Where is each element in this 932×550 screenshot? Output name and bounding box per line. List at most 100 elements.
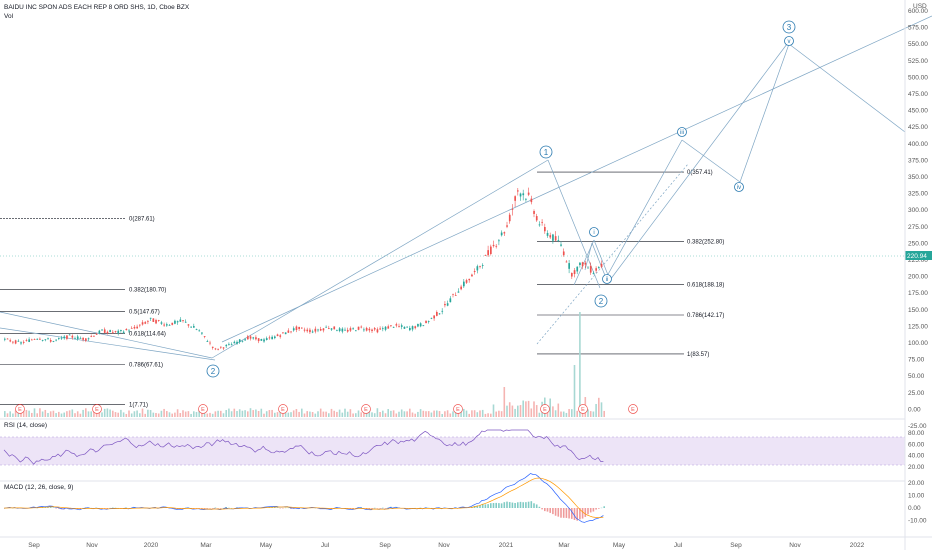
volume-bar xyxy=(25,409,28,417)
candle-body xyxy=(355,330,357,332)
candle-body xyxy=(306,329,309,332)
volume-bar xyxy=(511,405,514,417)
earnings-marker xyxy=(578,404,588,414)
wave-line xyxy=(591,242,607,279)
volume-bar xyxy=(500,411,503,417)
volume-bar xyxy=(149,410,152,417)
candle-body xyxy=(236,341,238,344)
x-tick-label: Mar xyxy=(200,542,212,549)
volume-bar xyxy=(152,412,155,417)
y-tick-label: -25.00 xyxy=(908,423,927,430)
volume-bar xyxy=(282,413,284,417)
volume-bar xyxy=(322,411,325,417)
candle-body xyxy=(409,327,411,331)
candles xyxy=(4,187,603,351)
volume-bar xyxy=(247,411,249,417)
volume-bar xyxy=(117,412,119,417)
macd-histogram-bar xyxy=(484,504,487,508)
x-tick-label: May xyxy=(613,542,626,549)
y-tick-label: 500.00 xyxy=(908,74,928,81)
macd-histogram-bar xyxy=(568,508,570,519)
candle-body xyxy=(9,340,12,342)
y-tick-label: 600.00 xyxy=(908,8,928,15)
candle-body xyxy=(517,190,519,192)
candle-body xyxy=(525,198,527,200)
volume-bar xyxy=(452,411,454,417)
y-tick-label: 525.00 xyxy=(908,58,928,65)
trend-lines xyxy=(0,15,932,361)
candle-body xyxy=(93,335,95,337)
volume-bar xyxy=(589,411,592,417)
candle-body xyxy=(284,332,287,335)
candle-body xyxy=(268,337,271,339)
candle-body xyxy=(276,334,279,337)
volume-bar xyxy=(193,411,195,417)
volume-bar xyxy=(292,410,295,417)
y-tick-label: 25.00 xyxy=(908,390,925,397)
fib-right-label: 0(357.41) xyxy=(687,170,713,176)
candle-body xyxy=(182,320,184,321)
candle-body xyxy=(225,345,228,347)
volume-bar xyxy=(303,413,306,417)
candle-body xyxy=(220,346,222,348)
candle-body xyxy=(598,267,600,269)
candle-body xyxy=(187,324,190,326)
candle-body xyxy=(160,322,163,324)
volume-bar xyxy=(376,408,379,417)
macd-histogram-bar xyxy=(500,503,503,508)
macd-histogram-bar xyxy=(589,508,592,513)
volume-bar xyxy=(147,409,149,417)
volume-bar xyxy=(479,410,481,417)
volume-bar xyxy=(317,411,319,417)
macd-histogram-bar xyxy=(481,503,484,508)
volume-bar xyxy=(79,413,82,417)
x-tick-label: Sep xyxy=(730,542,742,549)
macd-histogram-bar xyxy=(522,502,524,508)
volume-bar xyxy=(382,410,384,417)
wave-line xyxy=(605,139,683,279)
macd-histogram-bar xyxy=(587,508,589,515)
candle-body xyxy=(198,330,201,332)
candle-body xyxy=(363,329,365,331)
macd-histogram-bar xyxy=(174,508,176,509)
candle-body xyxy=(249,336,252,339)
volume-bar xyxy=(263,413,265,417)
candle-body xyxy=(190,326,192,328)
wave-line xyxy=(609,39,791,281)
volume-bar xyxy=(333,410,335,417)
candle-body xyxy=(490,246,492,255)
candle-body xyxy=(274,336,276,339)
volume-bar xyxy=(425,411,427,417)
x-tick-label: 2020 xyxy=(144,542,159,549)
volume-bar xyxy=(195,411,198,417)
y-tick-label: 50.00 xyxy=(908,373,925,380)
macd-histogram-bar xyxy=(541,508,543,510)
macd-histogram-bar xyxy=(352,508,354,509)
wave-v-label: v xyxy=(788,39,791,45)
macd-tick-label: 20.00 xyxy=(908,480,925,487)
channel-upper-line xyxy=(221,15,932,343)
volume-bar xyxy=(438,411,441,417)
volume-bar xyxy=(287,412,290,417)
fib-right-label: 1(83.57) xyxy=(687,352,709,358)
candle-body xyxy=(330,328,333,330)
volume-bar xyxy=(406,411,408,417)
macd-histogram-bar xyxy=(514,502,516,508)
volume-bar xyxy=(130,413,133,417)
rsi-series xyxy=(3,429,604,465)
time-axis[interactable]: Sep Nov 2020 Mar May Jul Sep Nov 2021 Mar May Jul Se… xyxy=(28,542,864,549)
earnings-marker-label: E xyxy=(18,407,22,413)
volume-bar xyxy=(533,401,535,417)
volume-bar xyxy=(309,411,311,417)
volume-bar xyxy=(133,411,136,417)
volume-bar xyxy=(517,405,519,417)
candle-body xyxy=(14,340,17,344)
volume-bar xyxy=(562,411,565,417)
earnings-marker-label: E xyxy=(201,407,205,413)
volume-bar xyxy=(128,410,130,417)
price-axis[interactable]: 600.00 575.00 550.00 525.00 500.00 475.00 450.… xyxy=(908,8,928,430)
macd-histogram-bar xyxy=(562,508,565,518)
candle-body xyxy=(481,265,484,266)
volume-bar xyxy=(190,413,192,417)
